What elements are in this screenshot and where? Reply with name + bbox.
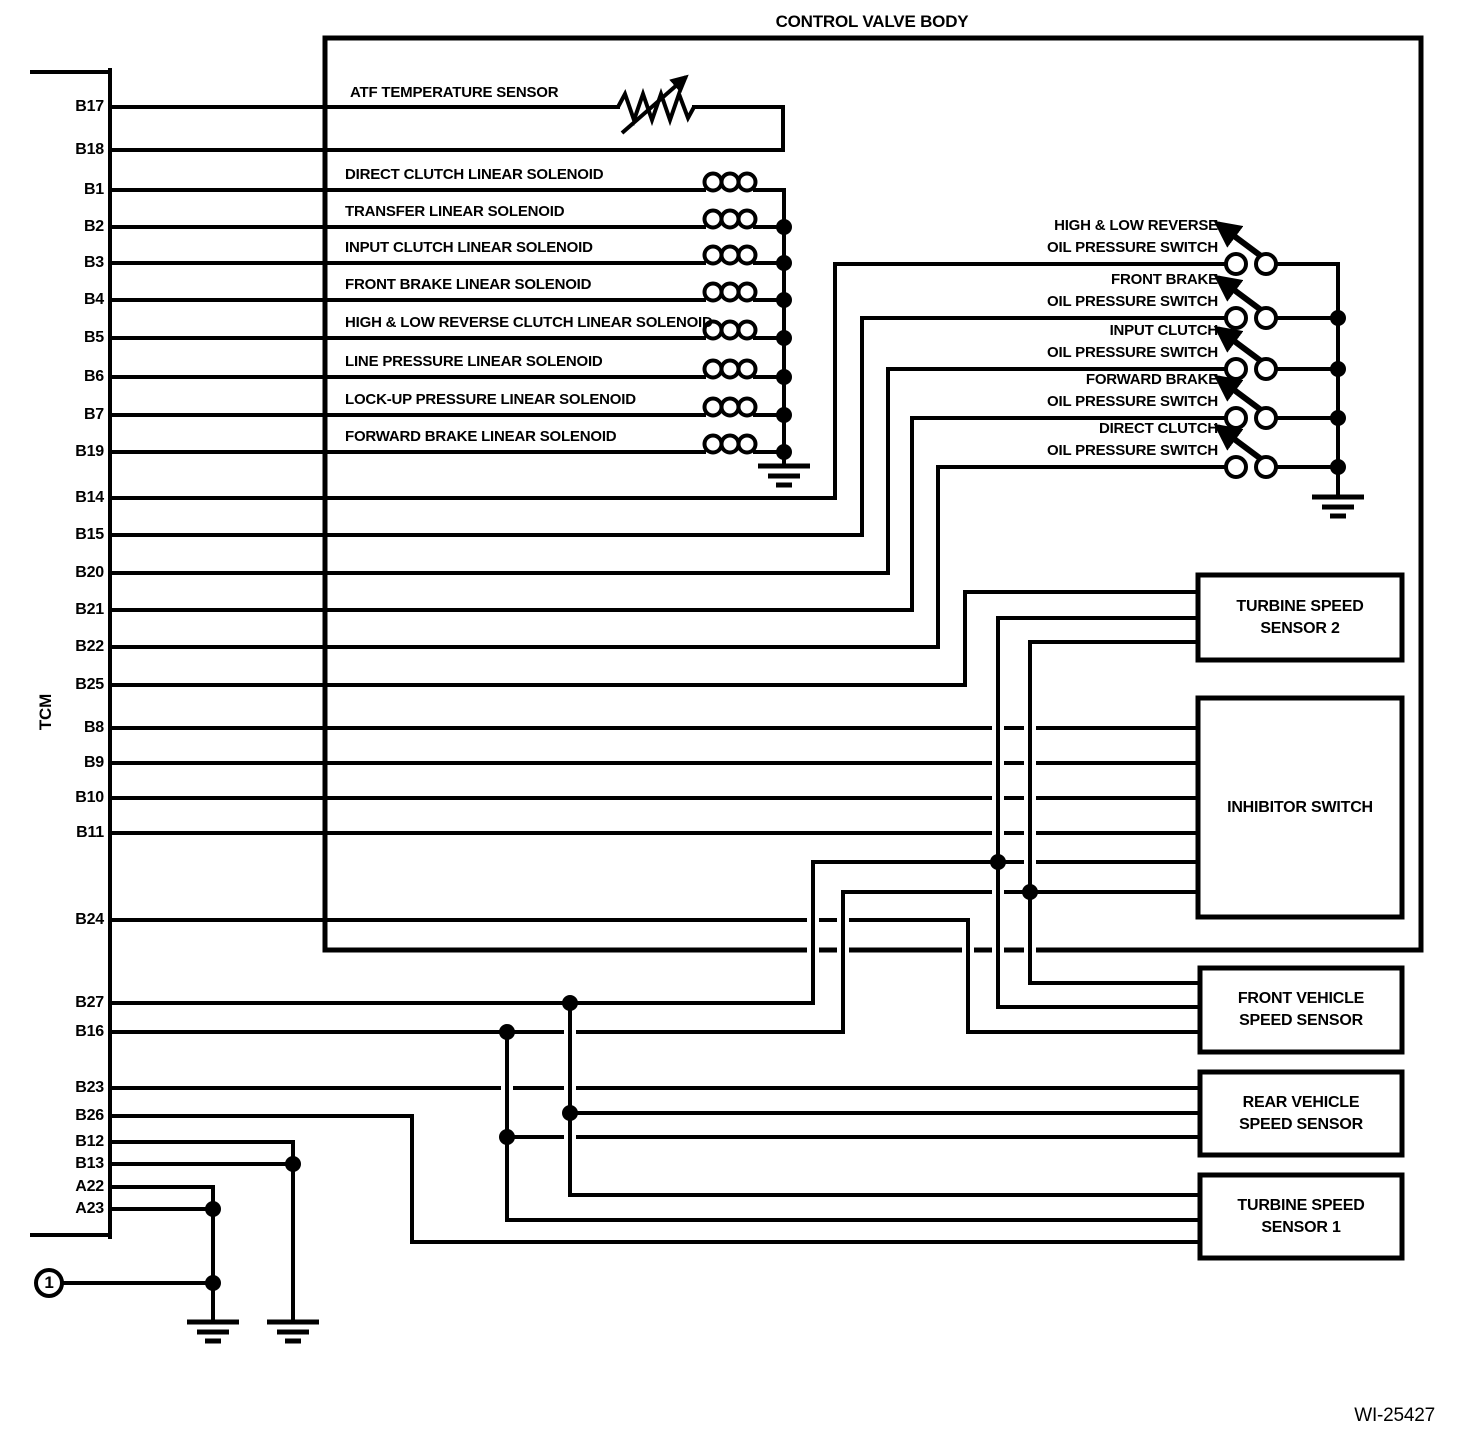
pin-label-B22: B22 <box>75 638 104 655</box>
control-valve-body-box <box>322 35 1424 953</box>
solenoid-label-4: HIGH & LOW REVERSE CLUTCH LINEAR SOLENOI… <box>345 314 713 331</box>
front-vehicle-speed-sensor-label-line0: FRONT VEHICLE <box>1237 990 1365 1007</box>
pin-label-B19: B19 <box>75 443 104 460</box>
pin-label-B21: B21 <box>75 601 104 618</box>
front-vehicle-speed-sensor-label-line1: SPEED SENSOR <box>1239 1012 1363 1029</box>
pin-label-B1: B1 <box>83 181 104 198</box>
pressure-switch-label-1-line1: FRONT BRAKE <box>1111 271 1218 288</box>
pin-label-B15: B15 <box>75 526 104 543</box>
pressure-switch-label-4-line1: DIRECT CLUTCH <box>1098 420 1218 437</box>
pin-label-B13: B13 <box>75 1155 104 1172</box>
solenoid-label-2: INPUT CLUTCH LINEAR SOLENOID <box>345 239 593 256</box>
pin-label-B5: B5 <box>83 329 104 346</box>
solenoid-label-0: DIRECT CLUTCH LINEAR SOLENOID <box>345 166 604 183</box>
turbine-speed-sensor-2-label-line1: SENSOR 2 <box>1260 619 1340 637</box>
pin-label-B4: B4 <box>83 291 104 308</box>
pin-label-B25: B25 <box>75 676 104 693</box>
figure-number: WI-25427 <box>1354 1405 1435 1426</box>
pin-label-A23: A23 <box>75 1200 104 1217</box>
pressure-switch-label-0-line1: HIGH & LOW REVERSE <box>1054 217 1218 234</box>
pin-label-B18: B18 <box>75 141 104 158</box>
pressure-switch-label-2-line1: INPUT CLUTCH <box>1109 322 1219 339</box>
pin-label-B16: B16 <box>75 1023 104 1040</box>
pressure-switch-label-3-line2: OIL PRESSURE SWITCH <box>1047 393 1218 410</box>
pressure-switch-label-0-line2: OIL PRESSURE SWITCH <box>1047 239 1218 256</box>
pin-label-B10: B10 <box>75 789 104 806</box>
ground-reference-number: 1 <box>44 1273 54 1292</box>
pressure-switch-label-3-line1: FORWARD BRAKE <box>1085 371 1218 388</box>
inhibitor-switch-label-line0: INHIBITOR SWITCH <box>1227 798 1373 816</box>
pin-label-B8: B8 <box>83 719 104 736</box>
pin-label-B12: B12 <box>75 1133 104 1150</box>
solenoid-label-7: FORWARD BRAKE LINEAR SOLENOID <box>345 428 617 445</box>
pin-label-B2: B2 <box>83 218 104 235</box>
turbine-speed-sensor-1-label-line1: SENSOR 1 <box>1261 1218 1341 1236</box>
pin-label-A22: A22 <box>75 1178 104 1195</box>
turbine-speed-sensor-1-label-line0: TURBINE SPEED <box>1237 1196 1365 1214</box>
pin-label-B17: B17 <box>75 98 104 115</box>
pin-label-B9: B9 <box>83 754 104 771</box>
pin-label-B23: B23 <box>75 1079 104 1096</box>
solenoid-label-3: FRONT BRAKE LINEAR SOLENOID <box>345 276 592 293</box>
pin-label-B27: B27 <box>75 994 104 1011</box>
pin-label-B20: B20 <box>75 564 104 581</box>
front-vehicle-speed-sensor-box <box>1197 965 1405 1055</box>
control-valve-body-title: CONTROL VALVE BODY <box>775 12 969 31</box>
turbine-speed-sensor-1-box <box>1197 1172 1405 1261</box>
rear-vehicle-speed-sensor-label-line0: REAR VEHICLE <box>1242 1093 1360 1111</box>
solenoid-label-5: LINE PRESSURE LINEAR SOLENOID <box>345 353 603 370</box>
tcm-connector-label: TCM <box>36 693 55 731</box>
solenoid-label-1: TRANSFER LINEAR SOLENOID <box>345 203 565 220</box>
atf-temperature-sensor-label: ATF TEMPERATURE SENSOR <box>350 84 559 101</box>
pin-label-B3: B3 <box>83 254 104 271</box>
pin-label-B24: B24 <box>75 911 104 928</box>
pressure-switch-label-4-line2: OIL PRESSURE SWITCH <box>1047 442 1218 459</box>
pressure-switch-label-2-line2: OIL PRESSURE SWITCH <box>1047 344 1218 361</box>
pin-label-B14: B14 <box>75 489 104 506</box>
pin-label-B26: B26 <box>75 1107 104 1124</box>
inhibitor-switch-box <box>1195 695 1405 920</box>
pin-label-B6: B6 <box>83 368 104 385</box>
pressure-switch-label-1-line2: OIL PRESSURE SWITCH <box>1047 293 1218 310</box>
rear-vehicle-speed-sensor-label-line1: SPEED SENSOR <box>1239 1115 1363 1133</box>
solenoid-label-6: LOCK-UP PRESSURE LINEAR SOLENOID <box>345 391 636 408</box>
turbine-speed-sensor-2-label-line0: TURBINE SPEED <box>1236 597 1364 615</box>
pin-label-B11: B11 <box>76 824 104 841</box>
pin-label-B7: B7 <box>83 406 104 423</box>
